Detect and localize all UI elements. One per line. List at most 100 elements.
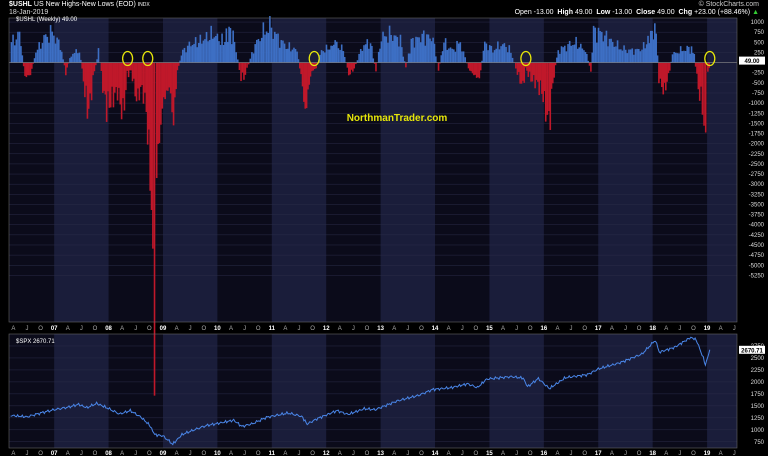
ushl-bar: [31, 62, 33, 69]
ushl-bar: [394, 35, 397, 63]
ushl-bar: [202, 40, 205, 63]
x-tick-label: J: [298, 326, 301, 332]
ushl-bar: [493, 50, 496, 63]
ushl-bar: [69, 58, 71, 63]
ushl-bar: [86, 62, 89, 119]
ushl-bar: [575, 36, 577, 63]
ushl-bar: [241, 62, 244, 73]
ushl-bar: [119, 62, 122, 105]
ushl-bar: [108, 62, 111, 108]
ushl-bar: [161, 62, 164, 109]
x-tick-label: 16: [541, 326, 548, 332]
ushl-bar: [565, 51, 568, 63]
ushl-bar: [531, 62, 534, 82]
ushl-bar: [194, 37, 197, 63]
x-tick-label: 16: [541, 451, 548, 456]
ushl-bar: [229, 28, 232, 63]
x-tick-label: O: [419, 326, 424, 332]
ushl-bar: [358, 53, 360, 63]
ushl-bar: [399, 34, 402, 63]
ushl-bar: [689, 53, 691, 63]
y-tick-label: -250: [752, 71, 765, 77]
ushl-bar: [54, 43, 57, 63]
y-tick-label: -3000: [749, 182, 765, 188]
x-tick-label: A: [338, 451, 342, 456]
ushl-bar: [615, 46, 617, 63]
ushl-bar: [698, 62, 701, 101]
ushl-bar: [676, 53, 679, 63]
ushl-series: [9, 16, 737, 396]
ushl-bar: [141, 62, 143, 85]
ushl-bar: [546, 62, 549, 115]
ushl-bar: [527, 62, 530, 77]
ushl-bar: [479, 62, 482, 71]
x-tick-label: J: [461, 451, 464, 456]
ushl-bar: [413, 47, 416, 63]
ushl-bar: [137, 62, 139, 89]
ushl-bar: [371, 45, 373, 63]
x-tick-label: J: [189, 326, 192, 332]
ushl-bar: [359, 48, 362, 63]
ushl-bar: [275, 33, 278, 63]
ushl-bar: [356, 60, 359, 63]
x-tick-label: O: [147, 326, 152, 332]
ushl-bar: [264, 34, 266, 63]
ushl-bar: [588, 62, 591, 66]
ushl-bar: [498, 49, 501, 63]
ushl-bar: [424, 45, 427, 63]
ushl-bar: [46, 36, 49, 63]
x-tick-label: 15: [486, 451, 493, 456]
ushl-bar: [497, 41, 499, 63]
ushl-bar: [256, 39, 258, 63]
x-tick-label: 18: [649, 326, 656, 332]
ushl-bar: [303, 62, 305, 102]
ushl-bar: [62, 59, 64, 63]
ushl-bar: [516, 62, 519, 75]
ushl-bar: [686, 45, 688, 63]
ushl-bar: [505, 46, 507, 63]
ushl-bar: [40, 48, 42, 63]
x-tick-label: A: [664, 451, 668, 456]
year-band: [54, 334, 109, 448]
x-tick-label: O: [365, 451, 370, 456]
ushl-bar: [346, 62, 349, 68]
x-tick-label: J: [624, 326, 627, 332]
y-tick-label: -4000: [749, 223, 765, 229]
ushl-bar: [633, 54, 635, 63]
ushl-bar: [342, 51, 345, 63]
y-tick-label: -4750: [749, 253, 765, 259]
y-tick-label: 2250: [751, 368, 765, 374]
ushl-bar: [661, 62, 663, 88]
x-tick-label: O: [201, 451, 206, 456]
ushl-bar: [103, 62, 105, 91]
ushl-bar: [134, 62, 137, 97]
ushl-bar: [355, 62, 357, 65]
ushl-bar: [310, 62, 313, 72]
ushl-bar: [129, 62, 131, 71]
ushl-bar: [623, 45, 625, 63]
y-tick-label: -1750: [749, 132, 765, 138]
ushl-bar: [483, 41, 486, 63]
ushl-bar: [70, 56, 73, 63]
y-tick-label: -1250: [749, 111, 765, 117]
x-tick-label: O: [637, 326, 642, 332]
ushl-bar: [123, 62, 126, 111]
ushl-bar: [620, 49, 622, 63]
y-tick-label: -750: [752, 91, 765, 97]
x-tick-label: 08: [105, 451, 112, 456]
ushl-bar: [201, 43, 203, 63]
y-tick-label: -1500: [749, 121, 765, 127]
ushl-bar: [24, 62, 26, 76]
ushl-bar: [35, 52, 37, 63]
ushl-bar: [278, 47, 281, 63]
ushl-bar: [452, 49, 455, 63]
ushl-bar: [474, 62, 477, 75]
ushl-bar: [247, 62, 250, 65]
y-tick-label: -500: [752, 81, 765, 87]
ushl-bar: [590, 62, 592, 72]
ushl-bar: [500, 46, 502, 63]
x-tick-label: O: [582, 451, 587, 456]
ushl-bar: [36, 49, 39, 63]
ushl-bar: [269, 16, 271, 63]
y-tick-label: 1500: [751, 404, 765, 410]
